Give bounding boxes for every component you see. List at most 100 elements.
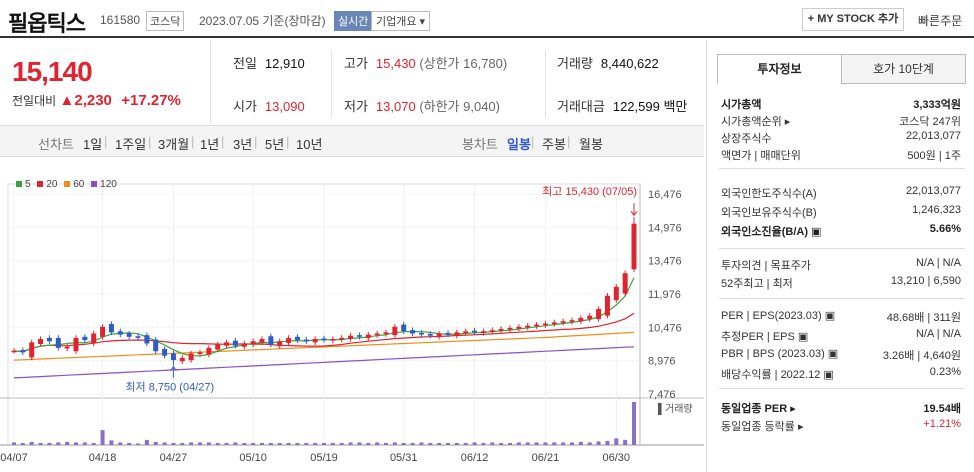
candle-body [596, 309, 602, 320]
info-row-label[interactable]: 시가총액순위 ▸ [721, 116, 791, 128]
info-row-label: 액면가 | 매매단위 [721, 150, 801, 162]
candle-body [445, 332, 451, 335]
volume-bar [499, 442, 504, 445]
period-10y[interactable]: 10년 [296, 137, 323, 152]
stat-prev-value: 12,910 [264, 56, 305, 71]
candle-body [241, 343, 247, 347]
candle-body [410, 330, 416, 334]
info-row-value: 3,333억원 [913, 99, 961, 111]
info-row-value: 19.54배 [923, 403, 961, 415]
tab-orderbook[interactable]: 호가 10단계 [841, 54, 966, 84]
stat-open-value: 13,090 [264, 99, 305, 114]
candle-body [170, 353, 176, 361]
candle-body [365, 334, 371, 338]
volume-bar [260, 442, 264, 445]
volume-bar [472, 442, 477, 445]
period-5y[interactable]: 5년 [265, 137, 285, 152]
x-tick-label: 04/27 [160, 452, 188, 464]
volume-bar [74, 442, 78, 445]
candle-weekly[interactable]: 주봉 [542, 137, 566, 152]
volume-bar [65, 441, 70, 445]
x-tick-label: 04/07 [0, 452, 28, 464]
candle-body [268, 336, 274, 345]
period-1d[interactable]: 1일 [83, 137, 103, 152]
x-tick-label: 05/31 [390, 452, 418, 464]
info-row: 외국인보유주식수(B) 1,246,323 [721, 204, 961, 220]
ma-legend: 5 20 60 120 [12, 179, 117, 190]
info-row-label[interactable]: 동일업종 등락률 ▸ [721, 421, 804, 433]
volume-bar [12, 442, 16, 445]
volume-bar [508, 442, 512, 445]
volume-bar [118, 442, 123, 445]
max-arrow [630, 203, 638, 217]
volume-bar [516, 442, 521, 445]
add-my-stock-button[interactable]: + MY STOCK 추가 [802, 8, 904, 31]
volume-bar [198, 442, 202, 445]
candle-body [622, 273, 628, 294]
stat-amount: 거래대금 122,599 백만 [557, 96, 687, 115]
candle-body [232, 340, 238, 346]
tab-investment-info[interactable]: 투자정보 [717, 54, 842, 84]
stat-high-label: 고가 [344, 56, 368, 71]
y-tick-label: 7,476 [648, 389, 676, 401]
info-row-value: 5.66% [929, 223, 961, 235]
info-row-label: 시가총액 [721, 99, 762, 111]
stat-prev-label: 전일 [233, 56, 257, 71]
period-1w[interactable]: 1주일 [115, 137, 147, 152]
info-row-label: 배당수익률 | 2022.12 ▣ [721, 369, 834, 381]
chart-period-bar: 선차트 1일 | 1주일 | 3개월 | 1년 | 3년 | 5년 | 10년 … [0, 125, 704, 157]
info-row-label: 투자의견 | 목표주가 [721, 260, 811, 272]
candle-body [330, 339, 336, 341]
candle-monthly[interactable]: 월봉 [579, 137, 603, 152]
candle-daily[interactable]: 일봉 [507, 137, 531, 152]
info-row: 배당수익률 | 2022.12 ▣ 0.23% [721, 366, 961, 382]
info-row: 시가총액순위 ▸ 코스닥 247위 [721, 113, 961, 129]
candle-body [480, 331, 486, 333]
stats-divider [545, 50, 546, 118]
info-row: 투자의견 | 목표주가 N/A | N/A [721, 257, 961, 273]
volume-label: ▌거래량 [658, 402, 693, 416]
candle-body [587, 315, 593, 320]
candle-body [560, 321, 566, 323]
volume-bar [322, 442, 326, 445]
volume-bar [375, 442, 380, 445]
info-row-label: 외국인한도주식수(A) [721, 188, 817, 200]
info-row: 추정PER | EPS ▣ N/A | N/A [721, 328, 961, 344]
candle-body [29, 342, 35, 358]
period-1y[interactable]: 1년 [200, 137, 220, 152]
ma5-label: 5 [25, 179, 31, 190]
info-row-label[interactable]: 동일업종 PER ▸ [721, 403, 796, 415]
volume-bar [357, 442, 362, 445]
candle-body [569, 320, 575, 322]
candle-body [312, 339, 318, 343]
realtime-badge[interactable]: 실시간 [334, 11, 373, 31]
candle-body [578, 317, 584, 322]
x-tick-label: 06/12 [461, 452, 489, 464]
quick-order-link[interactable]: 빠른주문 [918, 14, 963, 28]
ma120-swatch [91, 181, 98, 187]
period-3m[interactable]: 3개월 [158, 137, 190, 152]
volume-bar [233, 442, 238, 445]
candle-body [454, 332, 460, 336]
candle-body [303, 339, 309, 342]
info-row: 상장주식수 22,013,077 [721, 130, 961, 146]
y-tick-label: 10,476 [648, 322, 682, 334]
info-row: 외국인한도주식수(A) 22,013,077 [721, 185, 961, 201]
candle-body [401, 324, 407, 332]
ma120-line [13, 346, 635, 379]
section-divider [719, 168, 965, 169]
candle-body [224, 342, 230, 346]
stat-low-label: 저가 [344, 99, 368, 114]
volume-bar [268, 442, 273, 445]
candle-body [46, 337, 52, 342]
y-tick-label: 14,976 [648, 222, 682, 234]
chart-canvas[interactable]: 16,476 14,976 13,476 11,976 10,476 8,976 7,476… [0, 170, 704, 472]
candle-body [542, 323, 548, 326]
price-chart[interactable]: 5 20 60 120 16,476 14,976 13,476 11,976 10,4… [0, 170, 704, 472]
candle-body [144, 335, 150, 344]
min-arrow [170, 365, 177, 378]
candle-body [321, 338, 327, 341]
volume-bar [100, 430, 105, 445]
period-3y[interactable]: 3년 [233, 137, 253, 152]
company-info-dropdown[interactable]: 기업개요 ▾ [371, 11, 431, 31]
